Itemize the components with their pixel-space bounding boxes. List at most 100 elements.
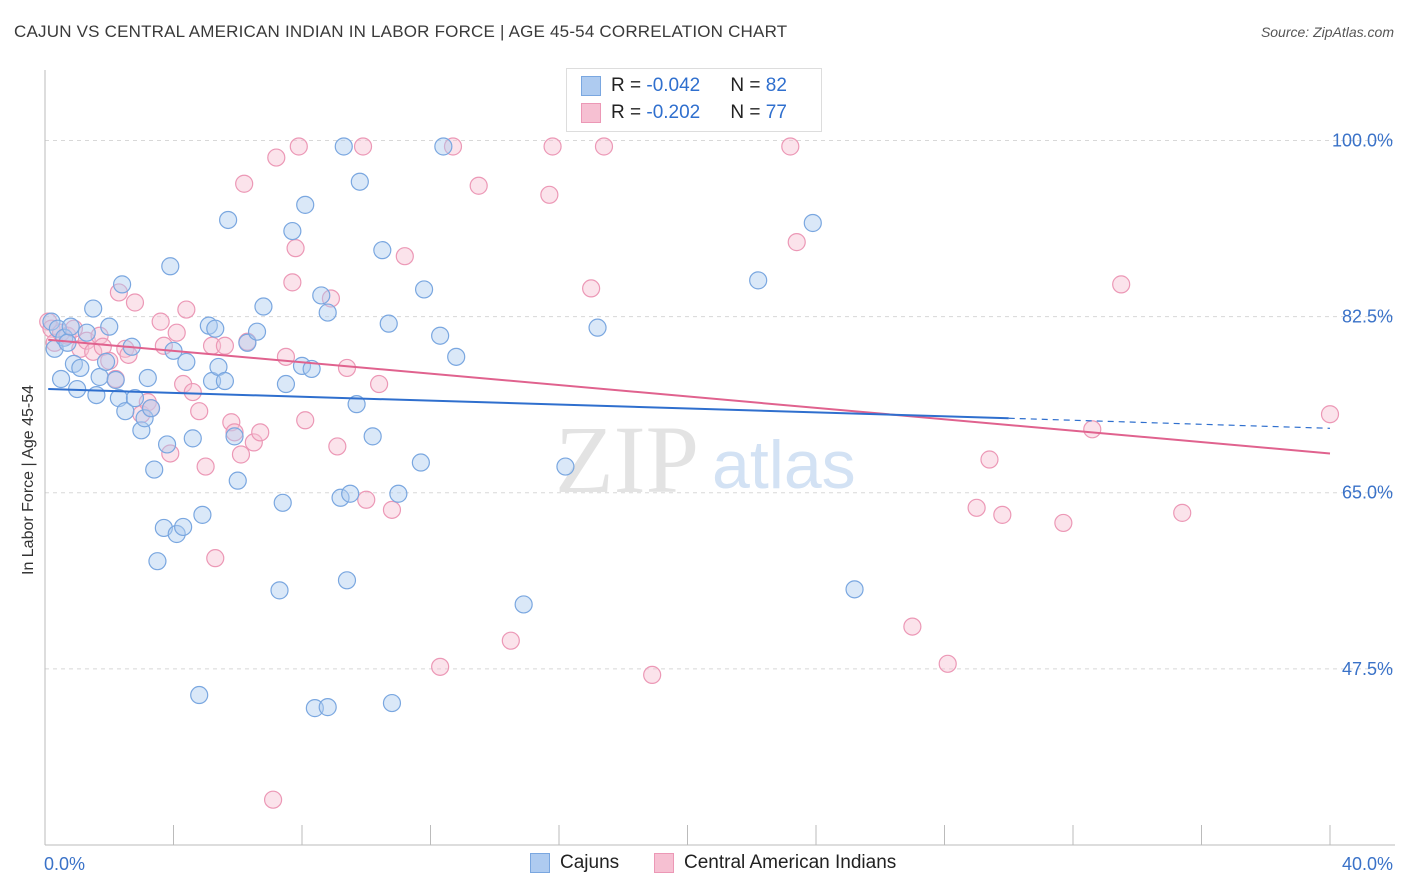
data-point-cajun: [183, 429, 202, 448]
legend-n-value: 82: [765, 75, 787, 96]
data-point-central-american-indian: [42, 319, 61, 338]
data-point-cajun: [206, 319, 225, 338]
data-point-cajun: [363, 427, 382, 446]
y-tick-label: 65.0%: [1342, 483, 1393, 503]
watermark: ZIP atlas: [555, 406, 856, 513]
data-point-cajun: [177, 352, 196, 371]
data-point-central-american-indian: [1054, 513, 1073, 533]
data-point-cajun: [337, 571, 357, 590]
data-point-cajun: [749, 271, 768, 290]
data-point-cajun: [215, 371, 234, 391]
trend-line-cajuns: [48, 388, 1009, 420]
data-point-central-american-indian: [196, 457, 215, 476]
legend-item-cajuns: Cajuns: [530, 852, 619, 874]
data-point-cajun: [273, 493, 292, 512]
data-point-cajun: [193, 505, 212, 524]
data-point-cajun: [132, 421, 151, 440]
data-point-central-american-indian: [267, 148, 286, 167]
data-point-central-american-indian: [431, 657, 450, 676]
correlation-legend: R = -0.042 N = 82 R = -0.202 N = 77: [566, 68, 822, 132]
data-point-central-american-indian: [395, 247, 414, 266]
data-point-cajun: [803, 213, 822, 233]
legend-n-label: N =: [730, 75, 766, 96]
data-point-cajun: [145, 460, 164, 479]
trend-line-central-american-indians: [48, 338, 1331, 455]
data-point-cajun: [90, 367, 109, 387]
data-point-central-american-indian: [296, 411, 315, 430]
data-point-cajun: [514, 595, 533, 614]
data-point-cajun: [135, 409, 154, 428]
data-point-central-american-indian: [222, 413, 241, 432]
data-point-central-american-indian: [967, 498, 986, 517]
data-point-central-american-indian: [244, 433, 263, 452]
chart-title: CAJUN VS CENTRAL AMERICAN INDIAN IN LABO…: [14, 22, 788, 41]
data-point-cajun: [125, 389, 145, 408]
data-point-cajun: [276, 374, 296, 394]
data-point-cajun: [138, 368, 157, 388]
legend-n-value: 77: [765, 102, 787, 123]
data-point-cajun: [84, 299, 103, 318]
legend-swatch-central-american-indians: [581, 103, 601, 123]
data-point-central-american-indian: [938, 654, 957, 673]
data-point-central-american-indian: [980, 450, 999, 469]
data-point-central-american-indian: [781, 137, 800, 156]
grid-lines: [45, 139, 1395, 670]
data-point-central-american-indian: [1112, 275, 1131, 294]
data-point-central-american-indian: [215, 336, 234, 355]
data-point-cajun: [116, 402, 135, 421]
data-point-cajun: [382, 693, 402, 713]
trend-lines: [48, 338, 1331, 455]
source-attribution: Source: ZipAtlas.com: [1260, 24, 1394, 40]
data-point-cajun: [190, 685, 209, 705]
legend-r-label: R =: [611, 75, 647, 96]
trend-line-cajuns-extrapolated: [1008, 417, 1331, 429]
data-point-central-american-indian: [353, 137, 373, 156]
data-point-central-american-indian: [993, 505, 1012, 524]
legend-item-central-american-indians: Central American Indians: [654, 852, 896, 874]
data-point-cajun: [556, 457, 575, 476]
data-point-cajun: [228, 471, 247, 490]
data-point-cajun: [334, 137, 353, 156]
data-point-cajun: [219, 210, 238, 230]
data-point-central-american-indian: [382, 500, 402, 519]
data-point-cajun: [157, 435, 177, 454]
data-point-cajun: [148, 552, 167, 571]
y-tick-labels: 100.0% 82.5% 65.0% 47.5%: [1332, 130, 1393, 678]
data-point-cajun: [588, 318, 607, 337]
data-point-cajun: [373, 241, 392, 260]
data-point-cajun: [247, 322, 267, 341]
legend-label-cajuns: Cajuns: [560, 852, 620, 873]
y-tick-label: 100.0%: [1332, 130, 1393, 150]
data-point-cajun: [270, 581, 289, 600]
data-point-cajun: [51, 369, 71, 389]
data-point-central-american-indian: [235, 174, 254, 193]
data-point-cajun: [77, 323, 96, 342]
data-point-central-american-indian: [225, 423, 244, 442]
data-point-cajun: [161, 257, 180, 276]
data-point-central-american-indian: [263, 790, 283, 809]
data-point-central-american-indian: [357, 490, 376, 509]
data-point-central-american-indian: [177, 300, 196, 319]
data-point-cajun: [167, 524, 186, 544]
data-point-central-american-indian: [251, 423, 270, 442]
data-point-central-american-indian: [1083, 420, 1102, 439]
data-point-central-american-indian: [183, 382, 202, 402]
data-point-central-american-indian: [903, 617, 922, 636]
axes: [44, 70, 1395, 846]
data-point-cajun: [341, 484, 360, 503]
data-point-central-american-indian: [206, 549, 225, 568]
data-point-cajun: [379, 314, 398, 333]
series-central-american-indians: [39, 137, 1340, 809]
data-point-central-american-indian: [1320, 405, 1340, 424]
data-point-cajun: [71, 358, 90, 378]
data-point-cajun: [141, 399, 161, 418]
data-point-central-american-indian: [543, 137, 562, 156]
data-point-cajun: [42, 312, 61, 331]
data-point-central-american-indian: [328, 437, 347, 456]
data-point-central-american-indian: [501, 631, 520, 650]
data-point-cajun: [296, 195, 315, 214]
data-point-cajun: [254, 297, 273, 316]
data-point-cajun: [318, 303, 337, 322]
legend-label-central-american-indians: Central American Indians: [684, 852, 897, 873]
